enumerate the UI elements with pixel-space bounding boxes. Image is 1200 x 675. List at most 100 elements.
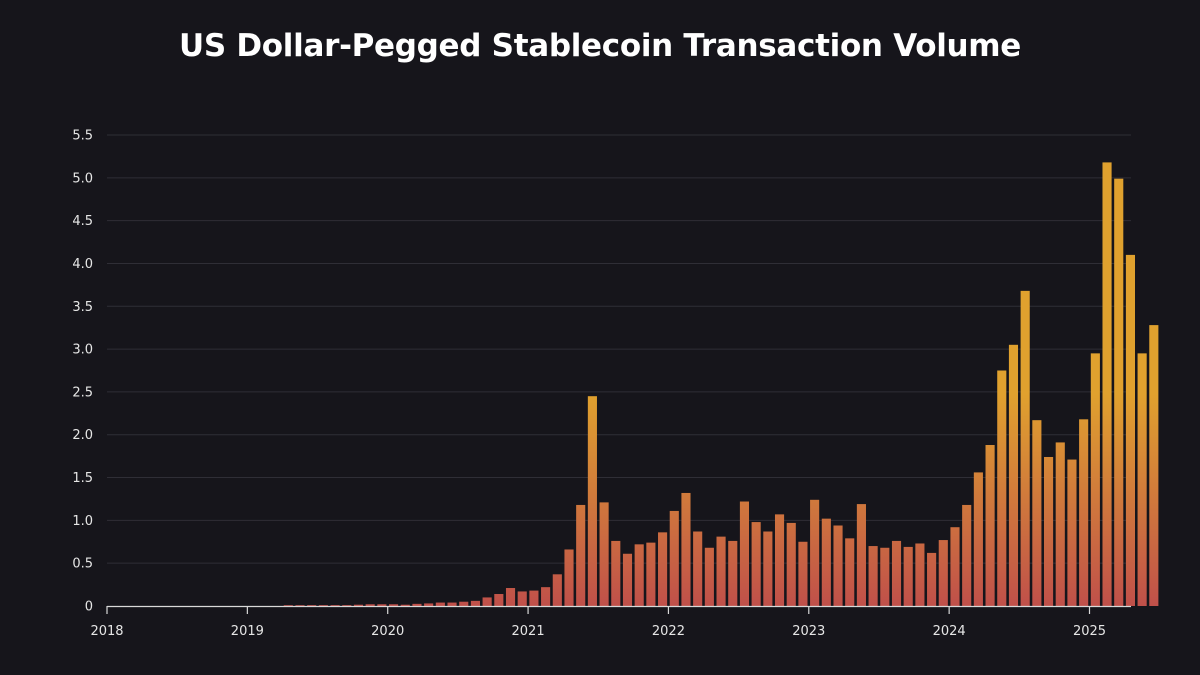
bar bbox=[517, 591, 527, 606]
x-tick-label: 2021 bbox=[512, 624, 545, 639]
bar bbox=[552, 574, 562, 606]
bar bbox=[927, 552, 937, 606]
bar bbox=[739, 501, 750, 606]
bar bbox=[810, 499, 820, 606]
x-tick-label: 2018 bbox=[90, 624, 123, 639]
y-tick-label: 0 bbox=[85, 600, 93, 615]
bar bbox=[786, 522, 796, 606]
bar bbox=[634, 544, 644, 606]
x-tick-label: 2019 bbox=[231, 624, 264, 639]
bar bbox=[658, 532, 668, 606]
bar bbox=[541, 587, 551, 606]
bar bbox=[611, 540, 621, 606]
bar bbox=[798, 541, 808, 606]
bar bbox=[856, 504, 866, 606]
bar bbox=[342, 605, 352, 606]
bar bbox=[1149, 325, 1159, 606]
y-tick-label: 3.0 bbox=[72, 343, 93, 358]
bar bbox=[693, 531, 703, 606]
bar bbox=[751, 522, 761, 606]
bar bbox=[622, 553, 633, 606]
bar bbox=[821, 518, 831, 606]
bar bbox=[564, 549, 574, 606]
bar bbox=[283, 605, 293, 606]
bar bbox=[400, 604, 410, 606]
bar bbox=[377, 604, 387, 606]
bar bbox=[353, 604, 364, 606]
bar bbox=[424, 603, 434, 606]
bar bbox=[587, 396, 597, 606]
bar bbox=[1125, 254, 1135, 606]
bar bbox=[774, 514, 785, 606]
bar bbox=[1079, 419, 1089, 606]
chart-title: US Dollar-Pegged Stablecoin Transaction … bbox=[178, 28, 1022, 64]
bar bbox=[1114, 178, 1124, 607]
bar bbox=[962, 504, 972, 606]
bar bbox=[389, 604, 399, 606]
bar bbox=[716, 536, 726, 606]
y-tick-label: 1.5 bbox=[72, 471, 93, 486]
bar bbox=[330, 605, 340, 606]
bar bbox=[891, 540, 902, 606]
x-tick-label: 2024 bbox=[933, 624, 966, 639]
bar bbox=[681, 492, 691, 606]
y-tick-label: 2.5 bbox=[72, 385, 93, 400]
bar bbox=[1020, 290, 1030, 606]
bar bbox=[763, 531, 773, 606]
x-tick-label: 2022 bbox=[652, 624, 685, 639]
bar bbox=[997, 370, 1007, 606]
bar bbox=[447, 602, 457, 606]
bar bbox=[318, 605, 328, 606]
bar bbox=[1008, 344, 1019, 606]
bar bbox=[1090, 353, 1100, 606]
bar bbox=[704, 547, 714, 606]
bar bbox=[903, 546, 913, 606]
bar bbox=[938, 540, 948, 606]
bar bbox=[494, 594, 504, 606]
bar bbox=[646, 542, 656, 606]
x-tick-label: 2020 bbox=[371, 624, 404, 639]
bar bbox=[985, 445, 995, 606]
bar bbox=[435, 602, 445, 606]
y-tick-label: 5.0 bbox=[72, 171, 93, 186]
bar bbox=[576, 504, 586, 606]
bar bbox=[1067, 459, 1077, 606]
bars bbox=[283, 162, 1159, 607]
bar bbox=[412, 603, 422, 606]
bar bbox=[307, 605, 317, 606]
bar bbox=[1044, 456, 1054, 606]
gridlines bbox=[107, 134, 1131, 564]
bar bbox=[833, 525, 843, 606]
bar bbox=[868, 546, 878, 606]
bar bbox=[950, 527, 960, 606]
bar bbox=[529, 590, 539, 606]
y-tick-label: 4.5 bbox=[72, 214, 93, 229]
bar bbox=[669, 510, 679, 606]
bar bbox=[482, 597, 492, 606]
bar bbox=[365, 604, 375, 606]
bar bbox=[728, 540, 738, 606]
bar bbox=[880, 547, 890, 606]
y-tick-label: 2.0 bbox=[72, 428, 93, 443]
bar bbox=[915, 543, 925, 606]
bar bbox=[599, 502, 609, 606]
y-tick-label: 3.5 bbox=[72, 300, 93, 315]
bar bbox=[459, 601, 469, 606]
bar bbox=[470, 600, 480, 606]
x-tick-label: 2023 bbox=[792, 624, 825, 639]
bar bbox=[1055, 442, 1065, 606]
y-tick-label: 4.0 bbox=[72, 257, 93, 272]
bar bbox=[1102, 162, 1112, 606]
bar bbox=[295, 605, 305, 606]
bar bbox=[973, 472, 983, 606]
bar bbox=[505, 588, 516, 606]
axes: 0 0.5 1.0 1.5 2.0 2.5 3.0 3.5 4.0 4.5 5.0 5.5 2018 20… bbox=[72, 129, 1131, 639]
x-tick-label: 2025 bbox=[1073, 624, 1106, 639]
bar bbox=[1137, 353, 1147, 606]
bar bbox=[1032, 420, 1042, 606]
bar bbox=[845, 538, 855, 606]
y-tick-label: 1.0 bbox=[72, 514, 93, 529]
y-tick-label: 5.5 bbox=[72, 129, 93, 144]
